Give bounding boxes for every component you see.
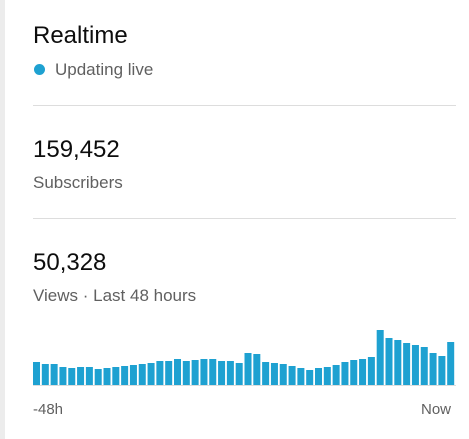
bar xyxy=(226,361,234,385)
bar xyxy=(420,347,428,385)
x-start-label: -48h xyxy=(33,401,64,418)
bar xyxy=(262,362,270,385)
subscriber-label: Subscribers xyxy=(33,173,123,192)
x-end-label: Now xyxy=(420,401,451,418)
bar xyxy=(279,364,287,385)
bar xyxy=(403,343,411,385)
bar xyxy=(218,361,226,385)
bar xyxy=(288,366,296,385)
bar xyxy=(341,362,349,385)
bar xyxy=(270,363,278,385)
bar xyxy=(376,330,384,385)
views-count: 50,328 xyxy=(33,249,107,276)
bar xyxy=(235,363,243,385)
bar xyxy=(85,367,93,385)
divider xyxy=(33,105,456,106)
bar xyxy=(438,356,446,385)
bar xyxy=(174,359,182,385)
bar xyxy=(165,361,173,385)
bar xyxy=(200,359,208,385)
bar xyxy=(147,363,155,385)
bar xyxy=(50,364,58,385)
bar xyxy=(359,359,367,385)
bar xyxy=(77,367,85,385)
bar xyxy=(191,360,199,385)
bar xyxy=(156,361,164,385)
bar xyxy=(447,342,455,385)
card-title: Realtime xyxy=(33,22,128,49)
bar xyxy=(315,368,323,385)
bar xyxy=(411,345,419,385)
bar xyxy=(332,365,340,385)
bar xyxy=(112,367,120,385)
bar xyxy=(182,361,190,385)
live-dot xyxy=(34,64,45,75)
bar xyxy=(209,359,217,385)
bar xyxy=(41,364,49,385)
views-chart xyxy=(33,330,456,386)
bar xyxy=(121,366,129,385)
bar xyxy=(33,362,41,385)
bar xyxy=(297,368,305,385)
bar xyxy=(68,368,76,385)
bar xyxy=(103,368,111,385)
bar xyxy=(138,364,146,385)
bar xyxy=(94,369,102,385)
bar xyxy=(244,353,252,385)
bar xyxy=(323,367,331,385)
bar xyxy=(385,338,393,385)
bar xyxy=(429,353,437,385)
subscriber-count: 159,452 xyxy=(33,136,120,163)
bar xyxy=(394,340,402,385)
divider xyxy=(33,218,456,219)
bar xyxy=(253,354,261,385)
bar xyxy=(59,367,67,385)
live-status: Updating live xyxy=(55,60,154,79)
bar xyxy=(306,370,314,385)
bar xyxy=(367,357,375,385)
views-label: Views · Last 48 hours xyxy=(33,286,197,305)
bar xyxy=(129,365,137,385)
bar xyxy=(350,360,358,385)
